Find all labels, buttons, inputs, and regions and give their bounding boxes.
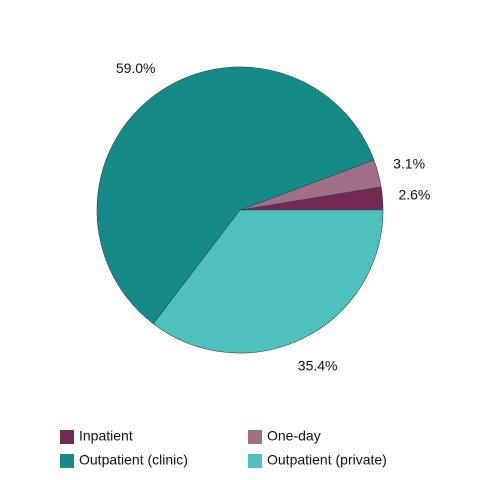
pie-slice	[152, 209, 384, 354]
legend-swatch	[248, 430, 262, 444]
legend-label: One-day	[267, 428, 321, 444]
legend-label: Outpatient (clinic)	[79, 452, 188, 468]
value-label: 3.1%	[393, 156, 425, 172]
legend-swatch	[60, 430, 74, 444]
value-label: 59.0%	[116, 60, 156, 76]
value-label: 2.6%	[398, 186, 430, 202]
legend-swatch	[60, 454, 74, 468]
legend-label: Inpatient	[79, 428, 133, 444]
value-label: 35.4%	[298, 358, 338, 374]
pie-slice	[96, 66, 375, 325]
legend-label: Outpatient (private)	[267, 452, 387, 468]
legend-swatch	[248, 454, 262, 468]
